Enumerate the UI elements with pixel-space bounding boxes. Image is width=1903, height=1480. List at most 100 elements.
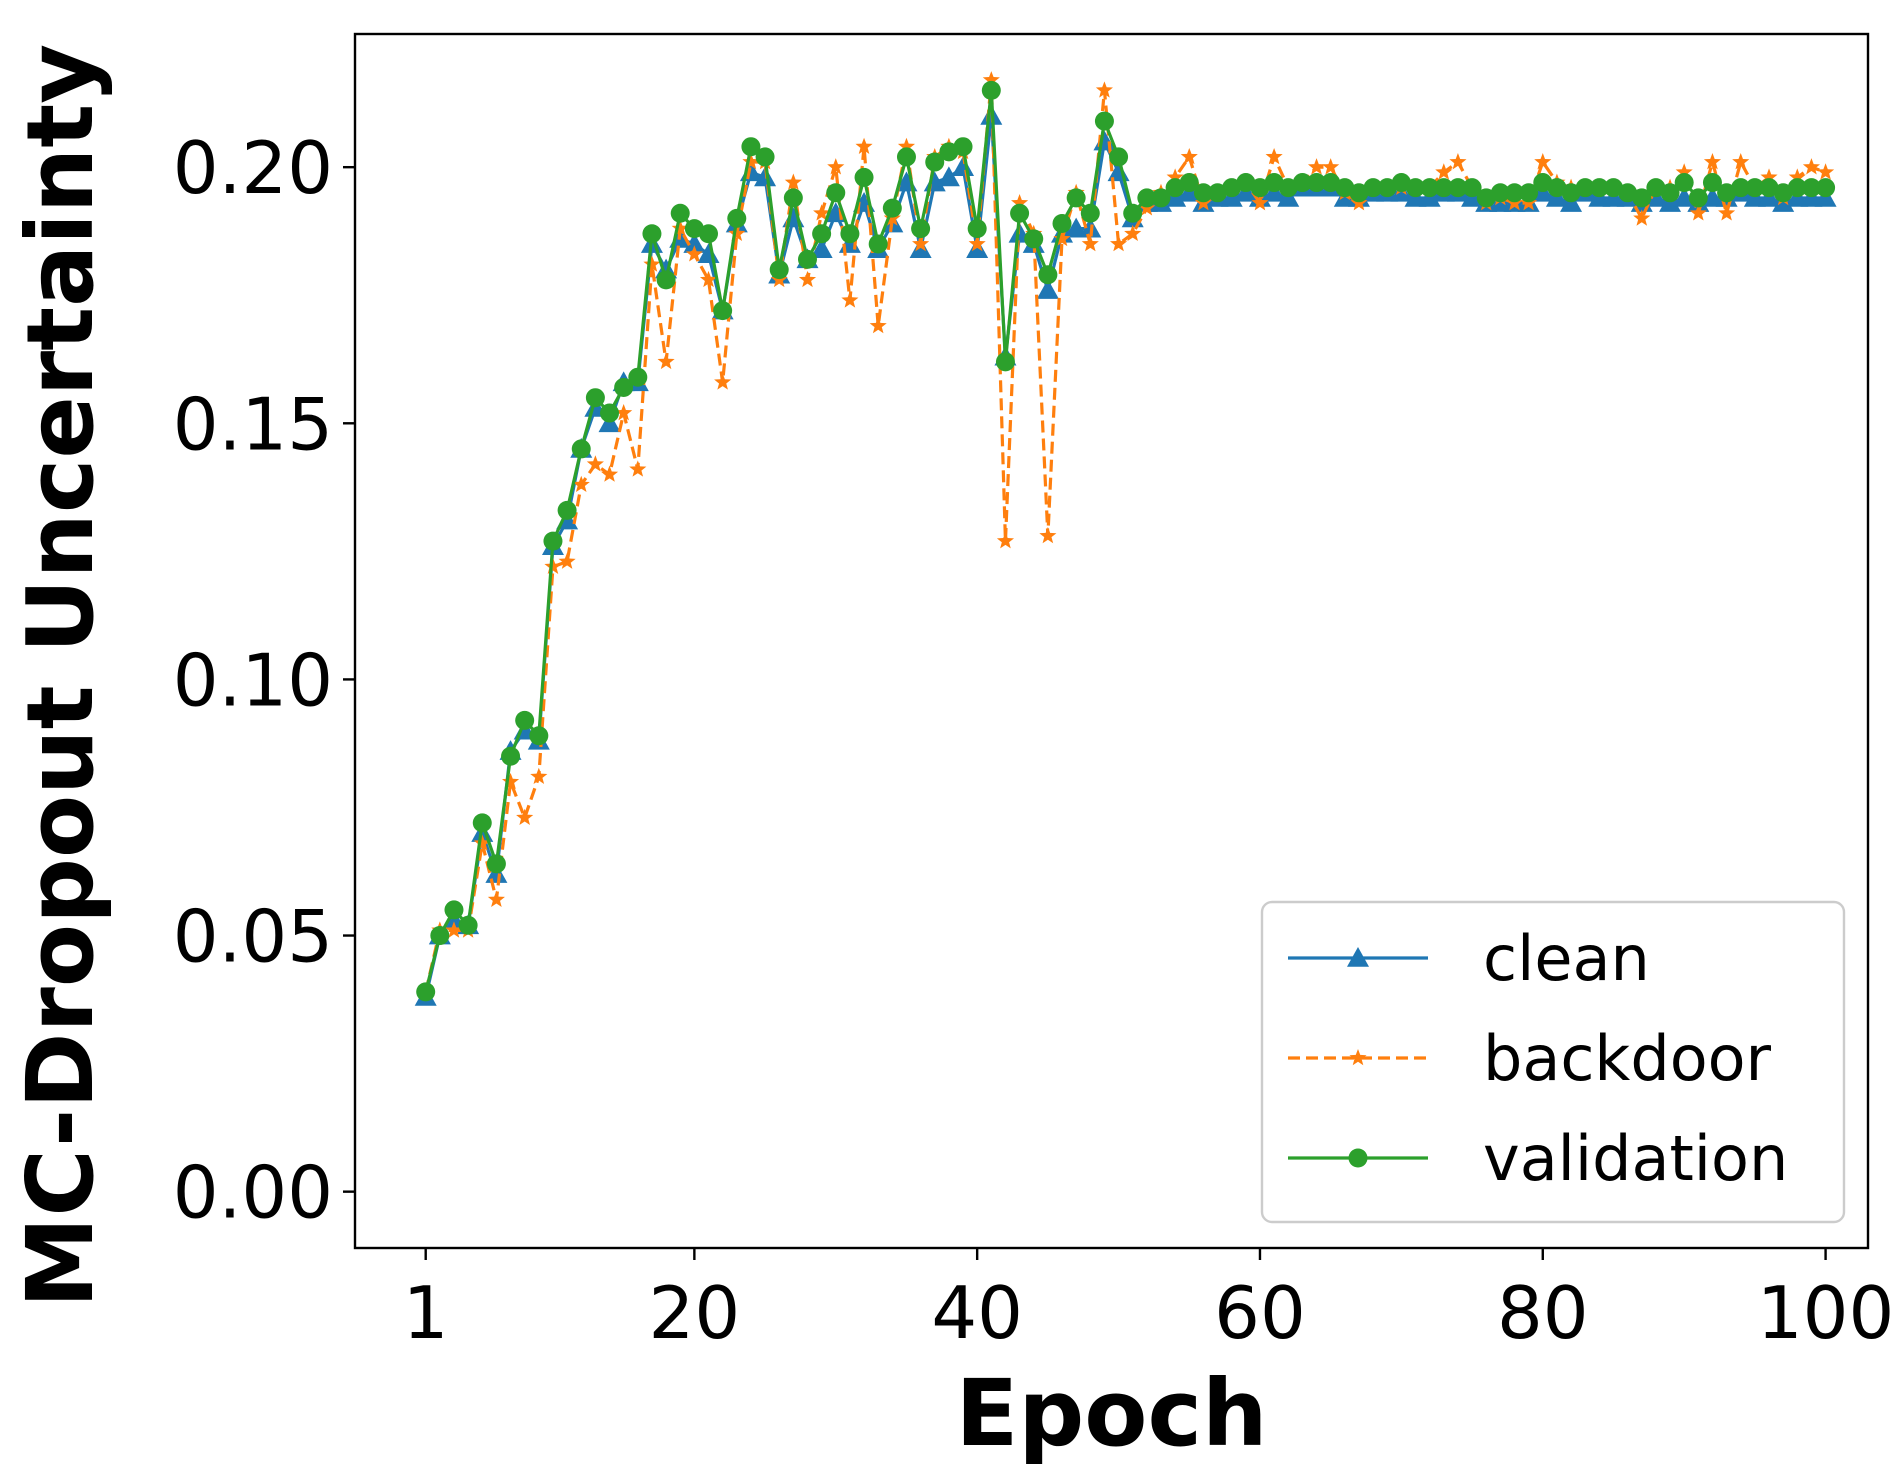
point-backdoor — [1039, 526, 1057, 544]
y-tick-label: 0.05 — [173, 895, 333, 979]
point-backdoor — [544, 557, 562, 575]
point-backdoor — [1817, 163, 1835, 180]
legend-item-clean: clean — [1288, 922, 1650, 995]
point-validation — [416, 982, 436, 1002]
point-validation — [769, 260, 789, 280]
x-tick-label: 80 — [1497, 1271, 1589, 1355]
point-backdoor — [1788, 168, 1806, 185]
point-backdoor — [600, 465, 619, 482]
point-validation — [981, 80, 1001, 100]
point-validation — [911, 219, 931, 239]
point-validation — [1462, 178, 1482, 198]
point-validation — [1179, 173, 1199, 193]
point-validation — [713, 301, 733, 321]
point-backdoor — [1124, 224, 1142, 242]
point-backdoor — [1166, 168, 1184, 185]
point-validation — [670, 203, 690, 223]
point-backdoor — [615, 404, 633, 421]
point-backdoor — [1265, 147, 1283, 165]
point-backdoor — [897, 137, 916, 154]
point-backdoor — [487, 890, 505, 907]
point-validation — [1448, 178, 1468, 198]
point-validation — [1080, 203, 1100, 223]
point-backdoor — [1534, 153, 1552, 170]
point-backdoor — [445, 921, 463, 938]
legend-label: backdoor — [1483, 1022, 1772, 1095]
point-validation — [1292, 173, 1312, 193]
point-backdoor — [1180, 147, 1198, 165]
legend-label: clean — [1483, 922, 1650, 995]
point-validation — [741, 137, 761, 157]
point-validation — [529, 726, 549, 746]
point-validation — [1632, 188, 1652, 208]
point-validation — [1406, 178, 1426, 198]
point-validation — [642, 224, 662, 244]
point-backdoor — [869, 316, 887, 334]
ticks-layer: 1 20 40 60 80 100 0.00 0.05 0.10 0.15 0.20 — [173, 126, 1895, 1355]
point-validation — [1420, 178, 1440, 198]
point-backdoor — [643, 255, 661, 272]
point-validation — [1363, 178, 1383, 198]
point-validation — [1816, 178, 1836, 198]
point-validation — [1109, 147, 1129, 167]
point-validation — [628, 367, 648, 387]
legend-box — [1260, 900, 1846, 1224]
point-validation — [543, 531, 563, 551]
point-validation — [1589, 178, 1609, 198]
point-validation — [444, 900, 464, 920]
point-validation — [486, 854, 506, 874]
y-tick-label: 0.15 — [173, 382, 333, 466]
point-validation — [1660, 183, 1680, 203]
point-validation — [1745, 178, 1765, 198]
point-backdoor — [855, 137, 873, 154]
point-backdoor — [1689, 204, 1707, 221]
point-clean — [937, 166, 960, 187]
point-clean — [1036, 279, 1059, 299]
legend-marker — [1348, 1148, 1368, 1168]
point-backdoor — [982, 71, 1000, 88]
point-validation — [967, 219, 987, 239]
x-tick-label: 1 — [403, 1271, 449, 1355]
x-tick-label: 60 — [1214, 1271, 1306, 1355]
x-axis-title: Epoch — [956, 1360, 1268, 1467]
point-validation — [854, 167, 874, 187]
point-backdoor — [1081, 235, 1099, 252]
point-validation — [600, 403, 620, 423]
y-tick-label: 0.00 — [173, 1151, 333, 1235]
point-backdoor — [572, 475, 590, 493]
point-backdoor — [1322, 158, 1340, 175]
x-tick-label: 100 — [1757, 1271, 1894, 1355]
point-validation — [812, 224, 832, 244]
point-backdoor — [798, 270, 817, 288]
point-validation — [571, 439, 591, 459]
point-backdoor — [912, 235, 930, 252]
point-backdoor — [1435, 163, 1453, 180]
point-validation — [430, 926, 450, 946]
point-clean — [1065, 217, 1088, 238]
point-backdoor — [1732, 153, 1750, 170]
point-validation — [557, 500, 577, 520]
point-validation — [1575, 178, 1595, 198]
x-tick-label: 40 — [931, 1271, 1023, 1355]
series-layer — [414, 71, 1837, 1006]
point-backdoor — [671, 219, 689, 236]
point-validation — [1024, 229, 1044, 249]
point-backdoor — [1760, 168, 1778, 185]
point-backdoor — [968, 235, 986, 252]
point-validation — [1010, 203, 1030, 223]
legend-item-backdoor: backdoor — [1288, 1022, 1772, 1095]
legend-marker — [1349, 1049, 1367, 1066]
point-validation — [1137, 188, 1157, 208]
x-tick-label: 20 — [649, 1271, 741, 1355]
point-validation — [840, 224, 860, 244]
point-validation — [1688, 188, 1708, 208]
point-backdoor — [1703, 153, 1722, 170]
point-validation — [882, 198, 902, 218]
point-backdoor — [1675, 163, 1693, 180]
legend: clean backdoor validation — [1260, 900, 1846, 1224]
point-validation — [1193, 183, 1213, 203]
point-validation — [1787, 178, 1807, 198]
point-backdoor — [1802, 158, 1820, 175]
point-validation — [1066, 188, 1086, 208]
